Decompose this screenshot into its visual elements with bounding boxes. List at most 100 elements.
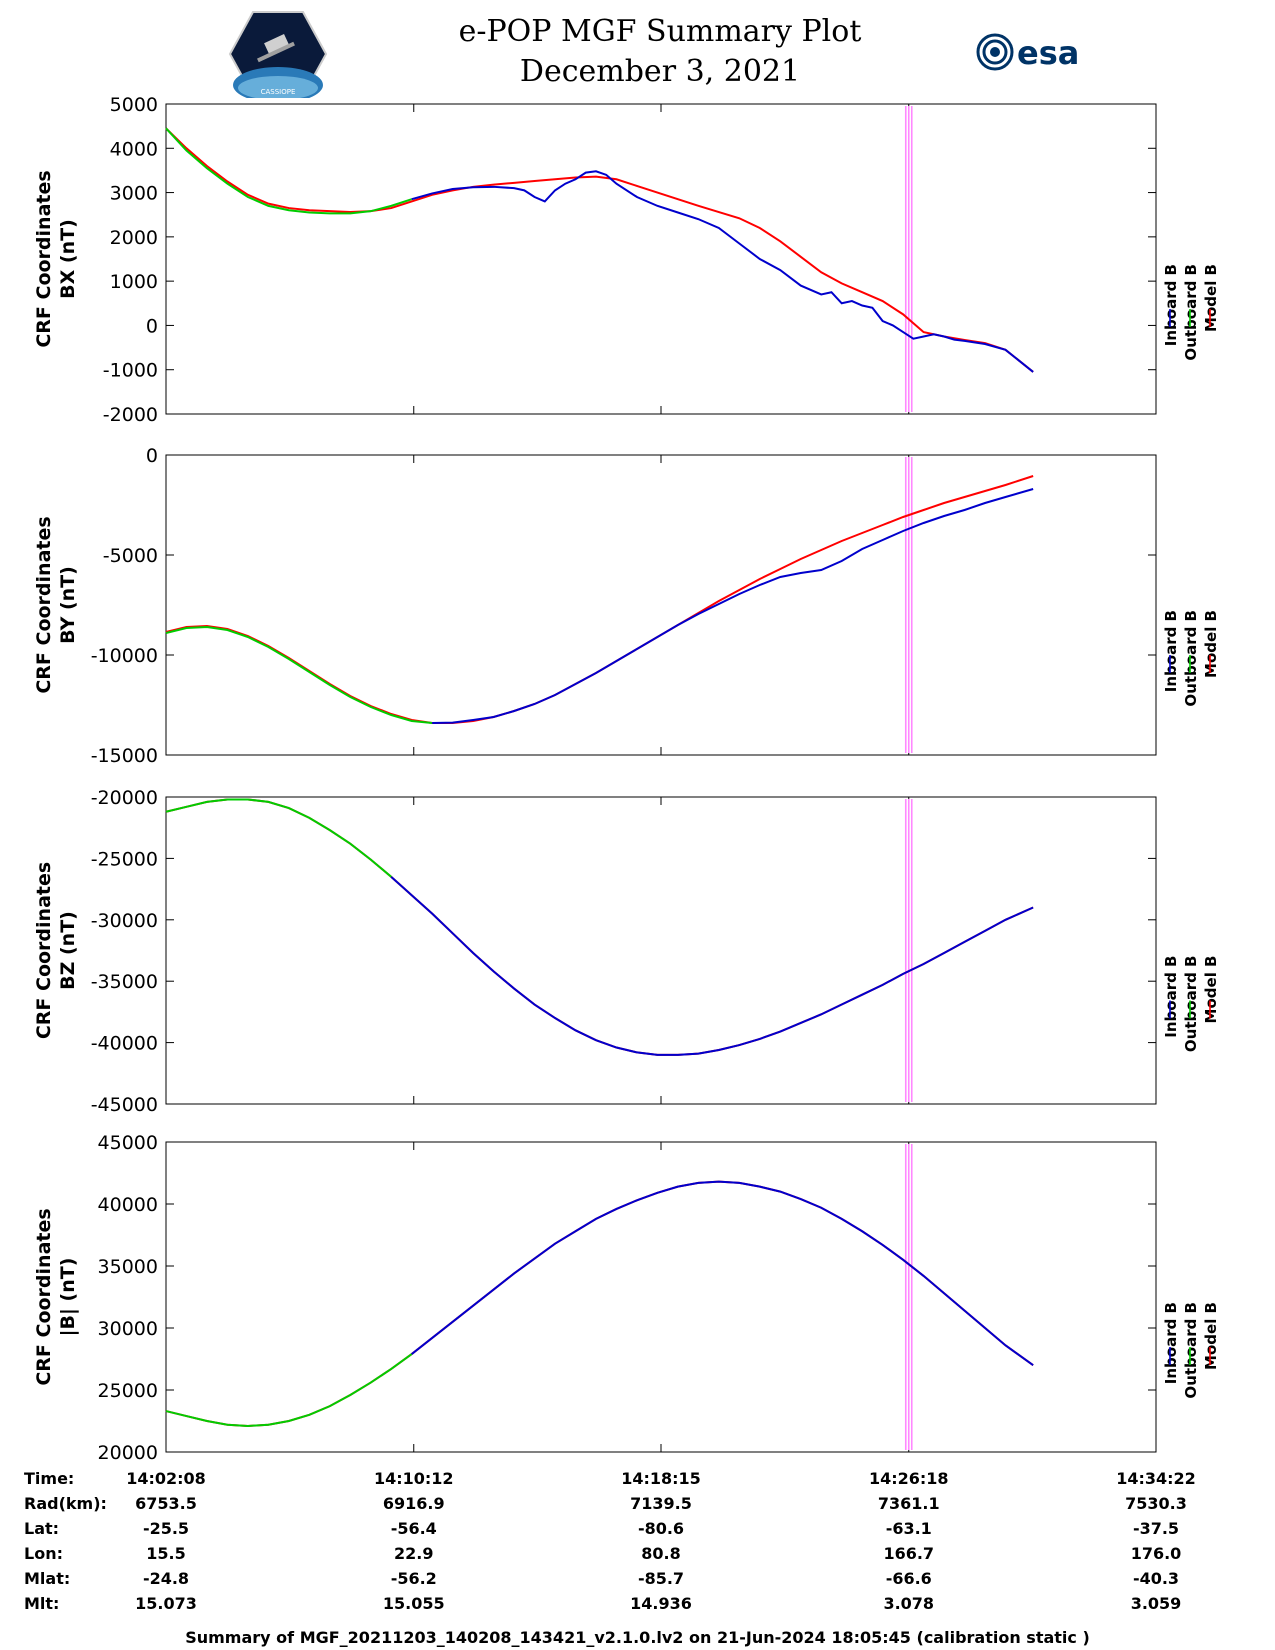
y-axis-label: BX (nT): [57, 219, 79, 299]
y-axis-label: BZ (nT): [57, 911, 79, 990]
esa-logo-text: esa: [1017, 34, 1079, 72]
orbit-table: Time: 14:02:08 14:10:12 14:18:15 14:26:18 14:…: [24, 1469, 1196, 1613]
legend-label: Outboard B: [1182, 1302, 1200, 1399]
plot-frame: [165, 103, 1157, 415]
y-tick-label: -5000: [103, 545, 158, 567]
y-tick-label: -10000: [91, 645, 158, 667]
y-axis-label: CRF Coordinates: [33, 516, 55, 693]
y-tick-label: -40000: [91, 1033, 158, 1055]
orbit-cell: -37.5: [1133, 1519, 1179, 1538]
panel-1: 5000 4000 3000 2000 1000 0 -1000 -2000 CRF Coord…: [33, 94, 1220, 426]
chart-title-line1: e-POP MGF Summary Plot: [458, 14, 862, 49]
orbit-cell: 7361.1: [878, 1494, 940, 1513]
legend-label: Outboard B: [1182, 610, 1200, 707]
orbit-row-label: Lon:: [24, 1544, 63, 1563]
y-tick-label: -30000: [91, 910, 158, 932]
orbit-cell: -40.3: [1133, 1569, 1179, 1588]
orbit-cell: 14:02:08: [126, 1469, 206, 1488]
orbit-cell: 15.5: [146, 1544, 185, 1563]
y-tick-label: -1000: [103, 360, 158, 382]
series-inboard-b: [390, 876, 1034, 1056]
legend-label: Model B: [1202, 956, 1220, 1024]
legend-label: Inboard B: [1162, 1302, 1180, 1384]
y-tick-label: 40000: [98, 1194, 158, 1216]
y-tick-label: -2000: [103, 404, 158, 426]
panel-2: 0 -5000 -10000 -15000 CRF Coordinates BY (nT)…: [33, 445, 1220, 767]
orbit-cell: -56.2: [391, 1569, 437, 1588]
panel-3: -20000 -25000 -30000 -35000 -40000 -45000 CRF …: [33, 787, 1220, 1116]
orbit-cell: 14:34:22: [1116, 1469, 1196, 1488]
y-tick-label: 0: [146, 315, 158, 337]
series-outboard-b: [165, 625, 433, 724]
orbit-row-label: Mlat:: [24, 1569, 70, 1588]
orbit-cell: 15.055: [383, 1594, 445, 1613]
y-axis-label: CRF Coordinates: [33, 170, 55, 347]
y-tick-label: -25000: [91, 848, 158, 870]
y-tick-label: 3000: [110, 183, 158, 205]
legend-label: Model B: [1202, 610, 1220, 678]
orbit-cell: 7139.5: [630, 1494, 692, 1513]
orbit-cell: 14:18:15: [621, 1469, 701, 1488]
legend-label: Inboard B: [1162, 610, 1180, 692]
y-tick-label: 30000: [98, 1318, 158, 1340]
orbit-cell: -25.5: [143, 1519, 189, 1538]
y-axis-label: BY (nT): [57, 566, 79, 644]
orbit-cell: -63.1: [886, 1519, 932, 1538]
orbit-cell: 6753.5: [135, 1494, 197, 1513]
footer-summary: Summary of MGF_20211203_140208_143421_v2…: [185, 1628, 1090, 1647]
orbit-cell: 176.0: [1131, 1544, 1182, 1563]
y-axis-label: CRF Coordinates: [33, 1208, 55, 1385]
series-model-b: [165, 475, 1034, 724]
y-tick-label: -35000: [91, 971, 158, 993]
legend-label: Inboard B: [1162, 956, 1180, 1038]
orbit-cell: 22.9: [394, 1544, 433, 1563]
series-model-b: [165, 1180, 1034, 1427]
orbit-cell: 7530.3: [1125, 1494, 1187, 1513]
orbit-cell: -24.8: [143, 1569, 189, 1588]
y-tick-label: 0: [146, 445, 158, 467]
y-tick-label: 5000: [110, 94, 158, 116]
orbit-cell: 14:26:18: [869, 1469, 949, 1488]
legend-label: Outboard B: [1182, 956, 1200, 1053]
series-outboard-b: [165, 1353, 413, 1427]
orbit-cell: 166.7: [883, 1544, 934, 1563]
orbit-cell: 14:10:12: [374, 1469, 454, 1488]
series-inboard-b: [432, 488, 1034, 724]
y-tick-label: 20000: [98, 1442, 158, 1464]
orbit-cell: 14.936: [630, 1594, 692, 1613]
panel-4: 45000 40000 35000 30000 25000 20000 CRF Coordi…: [33, 1132, 1220, 1464]
orbit-cell: 80.8: [641, 1544, 680, 1563]
y-tick-label: -45000: [91, 1094, 158, 1116]
orbit-cell: -66.6: [886, 1569, 932, 1588]
y-tick-label: -20000: [91, 787, 158, 809]
orbit-cell: -56.4: [391, 1519, 437, 1538]
orbit-cell: -80.6: [638, 1519, 684, 1538]
series-outboard-b: [165, 798, 392, 878]
y-tick-label: 25000: [98, 1380, 158, 1402]
orbit-cell: 3.059: [1131, 1594, 1182, 1613]
orbit-cell: 6916.9: [383, 1494, 445, 1513]
orbit-row-label: Rad(km):: [24, 1494, 107, 1513]
series-inboard-b: [411, 1180, 1034, 1367]
chart-title-line2: December 3, 2021: [519, 54, 801, 89]
series-model-b: [165, 798, 1034, 1056]
cassiope-logo: CASSIOPE: [228, 11, 328, 98]
plot-frame: [165, 796, 1157, 1105]
plot-frame: [165, 1141, 1157, 1453]
series-model-b: [165, 127, 1034, 373]
legend-label: Model B: [1202, 264, 1220, 332]
orbit-cell: 3.078: [883, 1594, 934, 1613]
orbit-row-label: Mlt:: [24, 1594, 59, 1613]
y-axis-label: |B| (nT): [57, 1258, 79, 1337]
orbit-cell: -85.7: [638, 1569, 684, 1588]
y-tick-label: 2000: [110, 227, 158, 249]
legend-label: Inboard B: [1162, 264, 1180, 346]
legend-label: Outboard B: [1182, 264, 1200, 361]
y-tick-label: 1000: [110, 271, 158, 293]
orbit-row-label: Time:: [24, 1469, 74, 1488]
series-inboard-b: [411, 170, 1034, 373]
y-tick-label: -15000: [91, 745, 158, 767]
orbit-cell: 15.073: [135, 1594, 197, 1613]
orbit-row-label: Lat:: [24, 1519, 59, 1538]
y-axis-label: CRF Coordinates: [33, 862, 55, 1039]
